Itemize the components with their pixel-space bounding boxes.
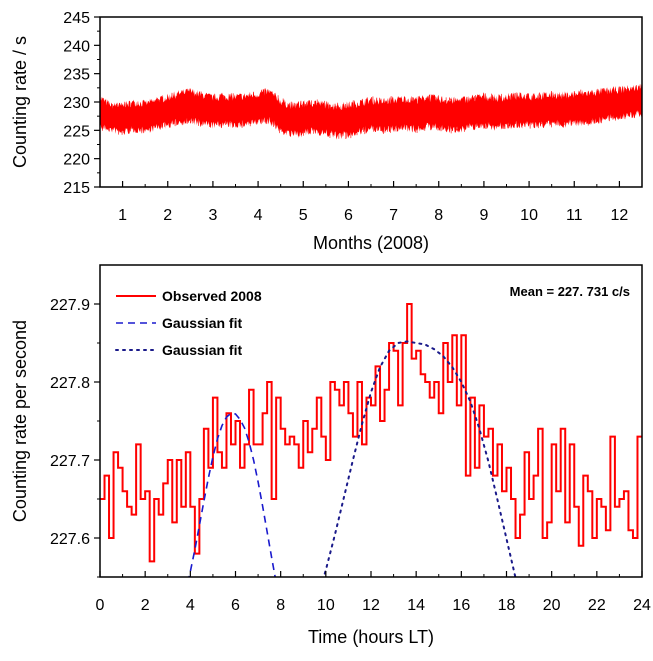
chart-1-x-tick-label: 3 — [208, 207, 217, 224]
chart-1-x-tick-label: 9 — [479, 207, 488, 224]
chart-2-x-tick-label: 0 — [96, 597, 105, 614]
mean-annotation: Mean = 227. 731 c/s — [510, 284, 630, 299]
chart-1-x-axis-title: Months (2008) — [313, 233, 429, 253]
chart-2-frame — [99, 264, 643, 578]
chart-2-y-tick-label: 227.7 — [50, 453, 90, 470]
chart-2-x-tick-label: 18 — [498, 597, 516, 614]
chart-2-x-axis-title: Time (hours LT) — [308, 627, 434, 647]
chart-2-y-tick-label: 227.9 — [50, 297, 90, 314]
chart-2-x-tick-label: 12 — [362, 597, 380, 614]
chart-1-frame — [99, 16, 643, 188]
chart-1-y-axis-title: Counting rate / s — [10, 36, 30, 168]
chart-1-x-tick-label: 8 — [434, 207, 443, 224]
chart-1-y-tick-label: 235 — [63, 67, 90, 84]
series-band-noisy — [100, 84, 642, 140]
chart-2: 0 2 4 6 8 10 12 14 16 18 20 22 24227.6227.7227.8227.… — [10, 264, 651, 647]
chart-2-x-tick-label: 6 — [231, 597, 240, 614]
chart-2-y-axis-title: Counting rate per second — [10, 320, 30, 522]
chart-1-x-tick-label: 12 — [611, 207, 629, 224]
chart-1-x-tick-label: 1 — [118, 207, 127, 224]
legend-label-gaussian-dotted: Gaussian fit — [162, 342, 242, 358]
chart-2-ticks: 0 2 4 6 8 10 12 14 16 18 20 22 24227.6227.7227.8227.… — [50, 297, 651, 614]
chart-1-x-tick-label: 2 — [163, 207, 172, 224]
chart-2-x-tick-label: 10 — [317, 597, 335, 614]
chart-2-x-tick-label: 20 — [543, 597, 561, 614]
legend: Observed 2008 Gaussian fit Gaussian fit — [115, 288, 262, 358]
chart-1-x-tick-label: 5 — [299, 207, 308, 224]
chart-1-x-tick-label: 11 — [566, 207, 583, 224]
chart-2-x-tick-label: 4 — [186, 597, 195, 614]
series-gaussian-fit-dashed — [188, 412, 276, 577]
chart-1-x-tick-label: 7 — [389, 207, 398, 224]
series-observed-2008 — [100, 303, 642, 563]
chart-1-y-tick-label: 215 — [63, 180, 90, 197]
series-line-noisy — [100, 84, 642, 140]
chart-2-x-tick-label: 24 — [633, 597, 651, 614]
chart-2-y-tick-label: 227.8 — [50, 375, 90, 392]
series-gaussian-fit-dotted — [322, 340, 517, 577]
chart-2-x-tick-label: 2 — [141, 597, 150, 614]
chart-1-y-tick-label: 245 — [63, 10, 90, 27]
chart-1-x-tick-label: 6 — [344, 207, 353, 224]
legend-label-observed: Observed 2008 — [162, 288, 262, 304]
chart-2-x-tick-label: 16 — [452, 597, 470, 614]
chart-1-y-tick-label: 240 — [63, 38, 90, 55]
chart-1-y-tick-label: 220 — [63, 152, 90, 169]
chart-1-x-tick-label: 4 — [254, 207, 263, 224]
chart-2-x-tick-label: 14 — [407, 597, 425, 614]
legend-label-gaussian-dashed: Gaussian fit — [162, 315, 242, 331]
chart-2-x-tick-label: 8 — [276, 597, 285, 614]
chart-2-y-tick-label: 227.6 — [50, 531, 90, 548]
chart-1-x-tick-label: 10 — [520, 207, 538, 224]
chart-1-y-tick-label: 225 — [63, 123, 90, 140]
chart-2-x-tick-label: 22 — [588, 597, 606, 614]
chart-1-y-tick-label: 230 — [63, 95, 90, 112]
